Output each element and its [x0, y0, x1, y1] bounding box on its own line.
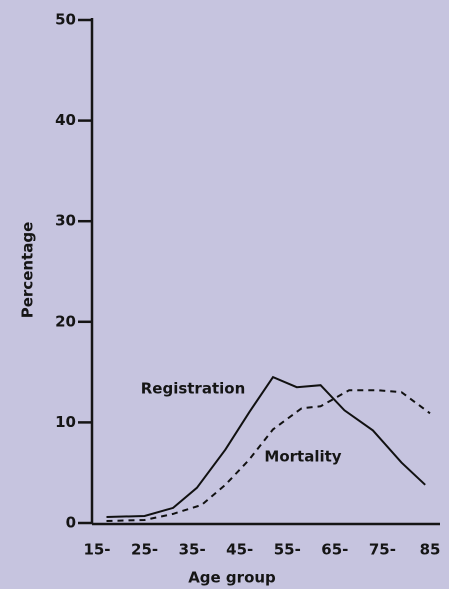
- x-tick-label: 15-: [83, 541, 110, 559]
- y-tick-label: 20: [55, 312, 76, 330]
- y-tick-label: 0: [66, 514, 76, 532]
- y-axis-label: Percentage: [19, 222, 37, 319]
- y-tick-label: 10: [55, 413, 76, 431]
- x-tick-label: 55-: [274, 541, 301, 559]
- x-tick-label: 85: [420, 541, 441, 559]
- x-tick-label: 75-: [369, 541, 396, 559]
- x-tick-label: 65-: [321, 541, 348, 559]
- series-line: [106, 389, 431, 522]
- x-tick-label: 45-: [226, 541, 253, 559]
- y-tick-label: 40: [55, 111, 76, 129]
- x-tick-label: 25-: [131, 541, 158, 559]
- x-tick-label: 35-: [179, 541, 206, 559]
- series-label: Mortality: [264, 448, 341, 466]
- series-line: [106, 375, 426, 518]
- x-axis-label: Age group: [188, 569, 276, 587]
- y-tick-label: 50: [55, 11, 76, 29]
- series-label: Registration: [141, 380, 246, 398]
- y-tick-label: 30: [55, 212, 76, 230]
